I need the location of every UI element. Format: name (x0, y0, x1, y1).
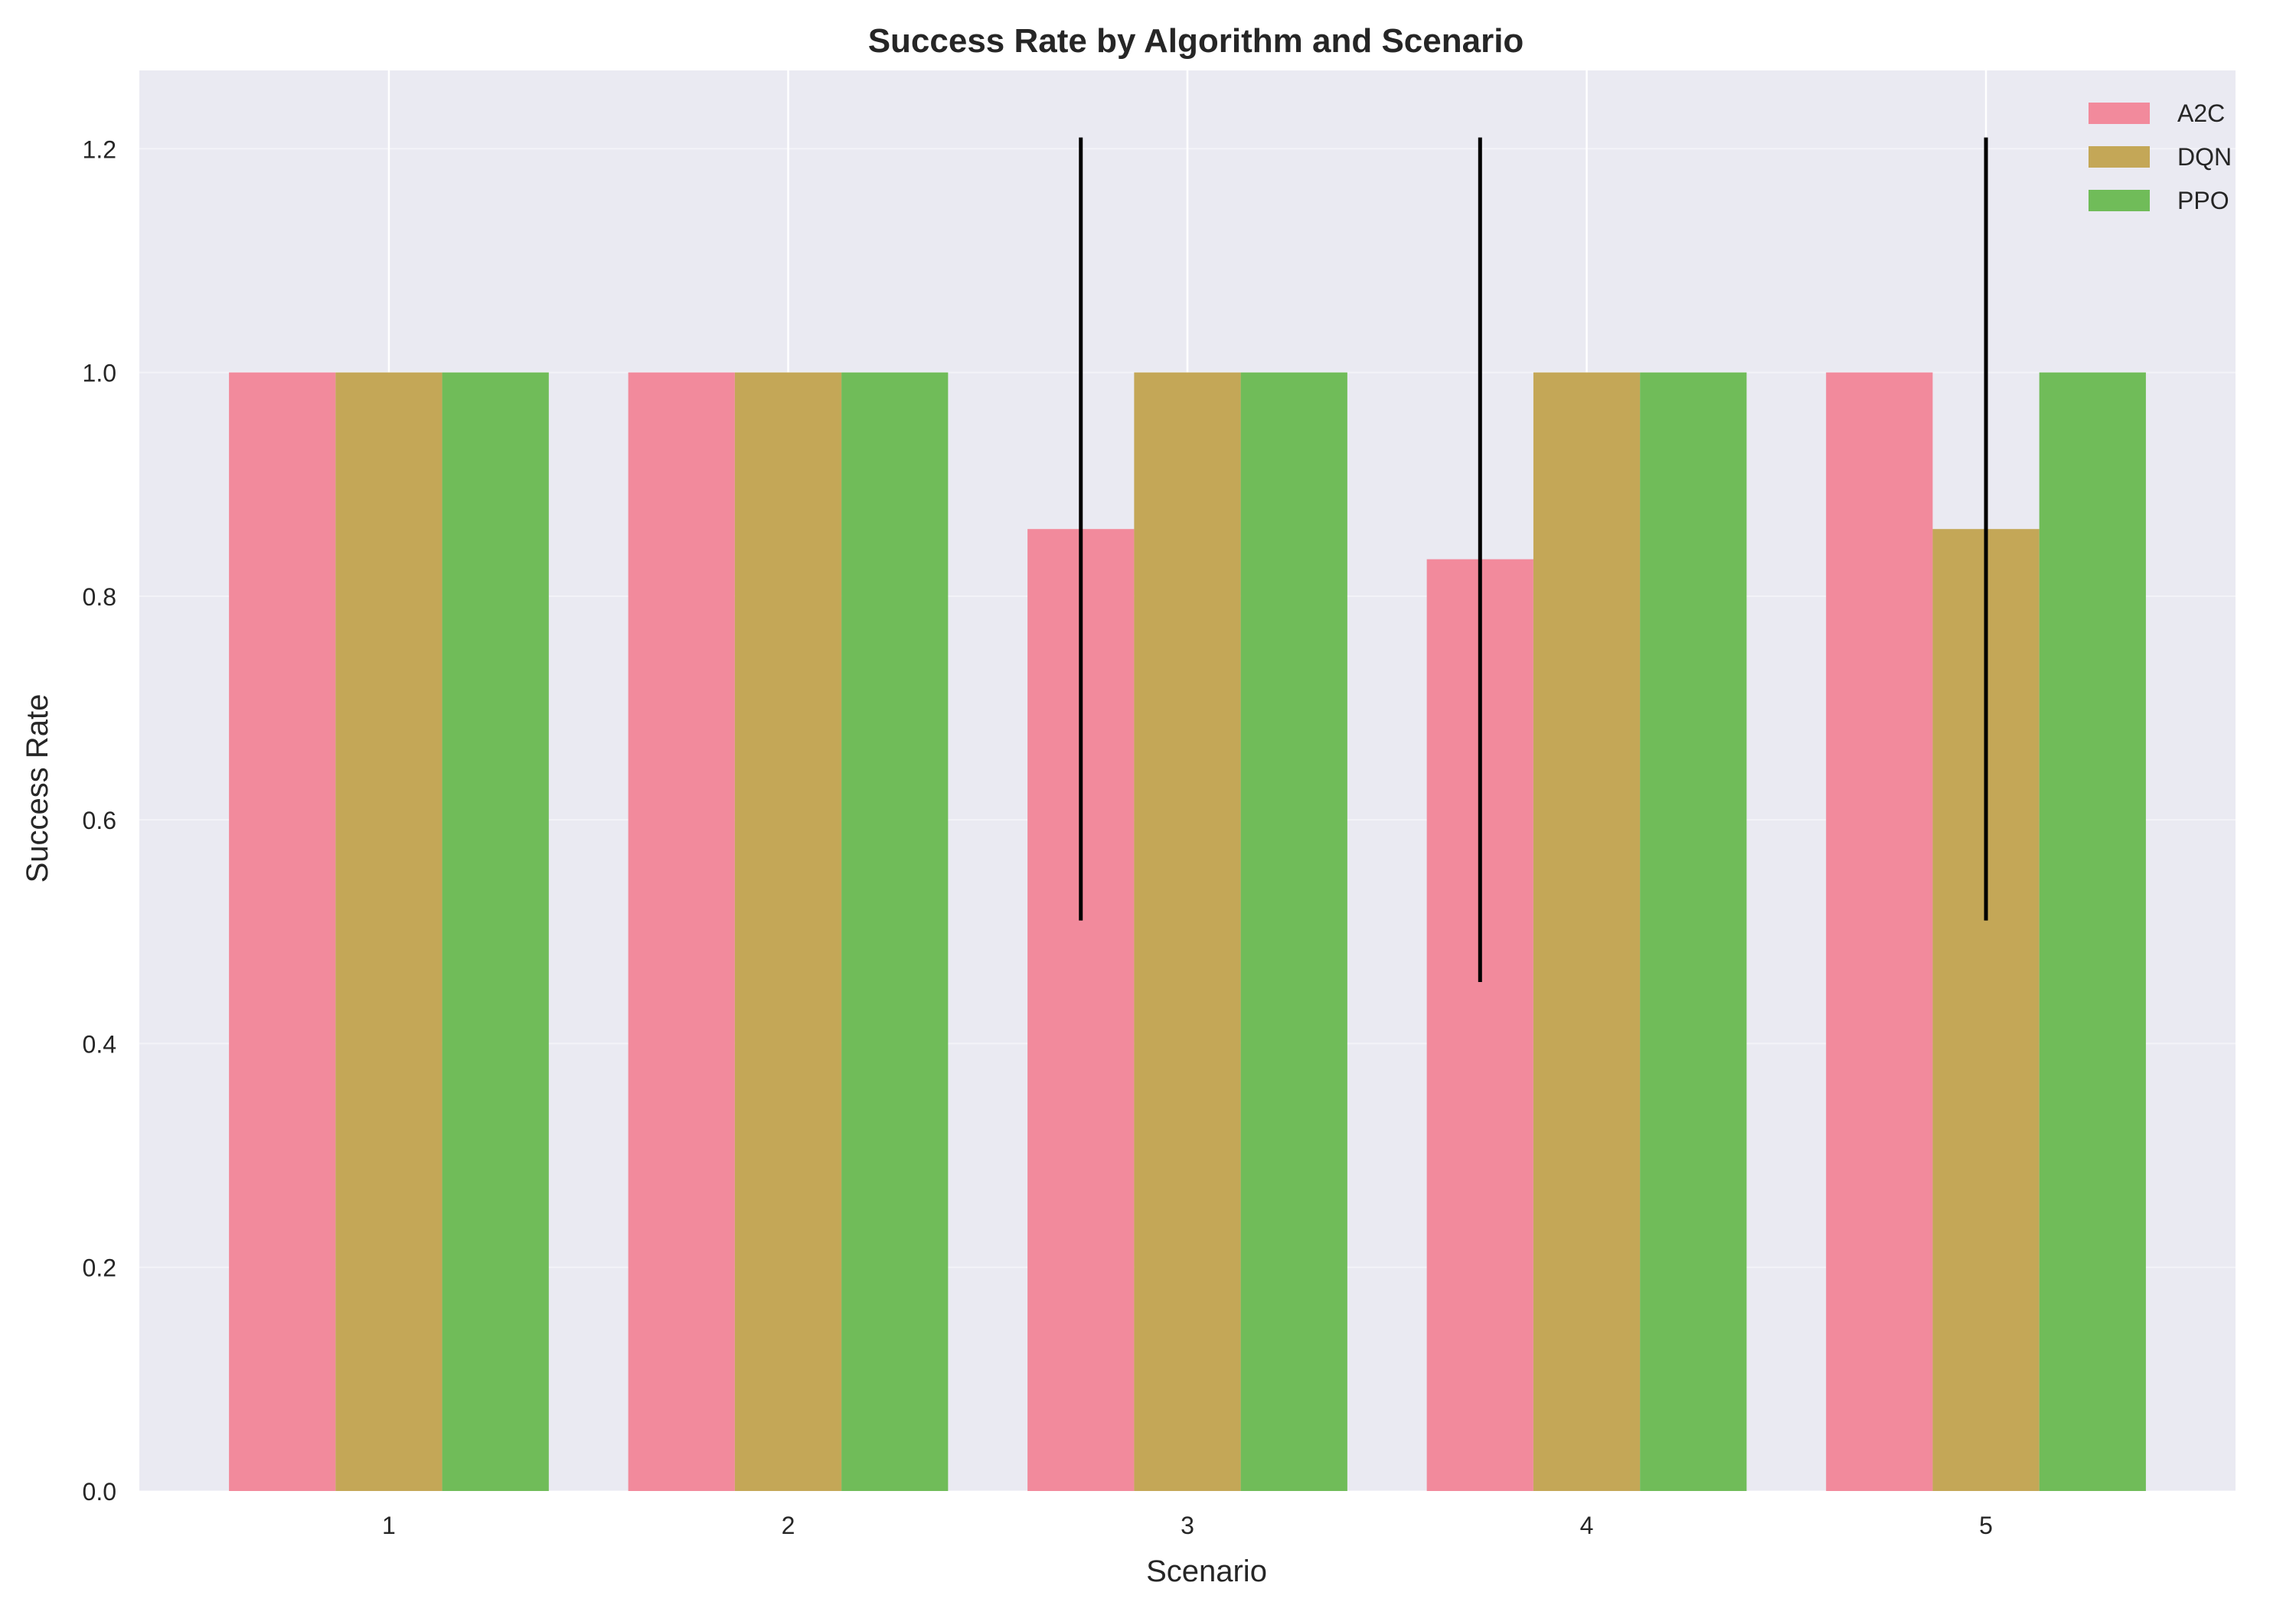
bar-dqn-scenario-4 (1533, 372, 1641, 1492)
bar-dqn-scenario-2 (734, 372, 842, 1492)
plot-area: 0.0 0.2 0.4 0.6 0.8 1.0 1.2 1 2 3 4 5 (83, 70, 2236, 1539)
x-tick-label: 1 (382, 1512, 396, 1539)
bar-dqn-scenario-3 (1134, 372, 1241, 1492)
legend-swatch-ppo (2089, 190, 2150, 211)
chart-title: Success Rate by Algorithm and Scenario (868, 22, 1524, 60)
legend-label-ppo: PPO (2177, 187, 2229, 214)
legend-label-a2c: A2C (2177, 100, 2225, 127)
legend: A2C DQN PPO (2089, 100, 2232, 214)
bar-a2c-scenario-2 (628, 372, 735, 1492)
bar-ppo-scenario-2 (841, 372, 949, 1492)
x-tick-label: 4 (1580, 1512, 1594, 1539)
bar-ppo-scenario-1 (442, 372, 549, 1492)
y-tick-label: 0.8 (83, 583, 116, 611)
y-tick-label: 0.4 (83, 1030, 116, 1058)
legend-swatch-dqn (2089, 146, 2150, 168)
x-axis-label: Scenario (1146, 1555, 1267, 1588)
legend-swatch-a2c (2089, 103, 2150, 124)
bar-a2c-scenario-1 (229, 372, 336, 1492)
y-tick-label: 1.2 (83, 135, 116, 163)
legend-label-dqn: DQN (2177, 143, 2232, 171)
bar-a2c-scenario-5 (1826, 372, 1933, 1492)
x-tick-label: 3 (1181, 1512, 1194, 1539)
y-tick-label: 0.2 (83, 1254, 116, 1282)
bar-ppo-scenario-5 (2039, 372, 2146, 1492)
y-tick-label: 0.0 (83, 1478, 116, 1506)
y-tick-label: 1.0 (83, 360, 116, 387)
x-tick-label: 2 (782, 1512, 795, 1539)
bar-ppo-scenario-3 (1240, 372, 1347, 1492)
bar-dqn-scenario-1 (335, 372, 443, 1492)
y-tick-label: 0.6 (83, 807, 116, 834)
x-tick-label: 5 (1979, 1512, 1993, 1539)
bar-ppo-scenario-4 (1640, 372, 1747, 1492)
y-axis-label: Success Rate (21, 694, 54, 883)
